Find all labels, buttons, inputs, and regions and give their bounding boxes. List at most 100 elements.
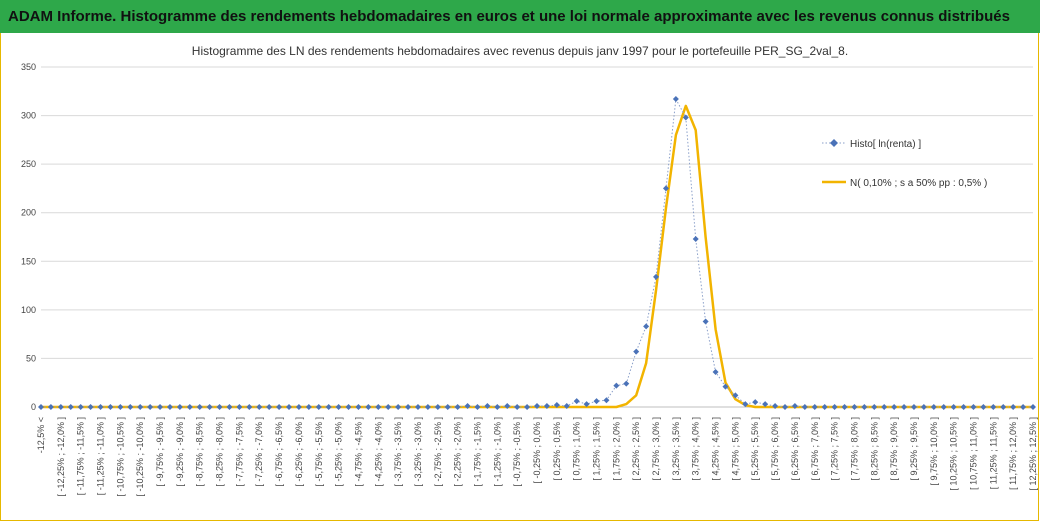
y-tick-label: 150 [21, 256, 36, 266]
x-tick-label: [ -2,25% ; -2,0% ] [453, 417, 463, 487]
histo-point [137, 404, 144, 410]
histo-point [424, 404, 431, 410]
histo-point [980, 404, 987, 410]
histo-point [484, 403, 491, 410]
histo-point [414, 404, 421, 410]
histo-point [395, 404, 402, 410]
x-tick-label: [ -6,75% ; -6,5% ] [274, 417, 284, 487]
histo-point [226, 404, 233, 410]
x-tick-label: [ 3,75% ; 4,0% ] [691, 417, 701, 481]
histo-point [791, 403, 798, 410]
x-tick-label: [ -10,75% ; -10,5% ] [115, 417, 125, 497]
histo-point [57, 404, 64, 410]
histo-point [345, 404, 352, 410]
histo-point [246, 404, 253, 410]
chart-title: Histogramme des LN des rendements hebdom… [191, 44, 849, 58]
x-tick-label: [ -8,25% ; -8,0% ] [215, 417, 225, 487]
histo-point [385, 404, 392, 410]
x-tick-label: [ -3,25% ; -3,0% ] [413, 417, 423, 487]
x-tick-label: [ -5,25% ; -5,0% ] [334, 417, 344, 487]
x-tick-label: [ 4,75% ; 5,0% ] [730, 417, 740, 481]
x-tick-label: [ -5,75% ; -5,5% ] [314, 417, 324, 487]
x-tick-label: [ 5,25% ; 5,5% ] [750, 417, 760, 481]
histo-point [355, 404, 362, 410]
histo-point [910, 404, 917, 410]
x-tick-label: [ 7,25% ; 7,5% ] [830, 417, 840, 481]
histo-point [901, 404, 908, 410]
histo-point [662, 185, 669, 192]
histo-point [444, 404, 451, 410]
x-tick-label: [ -0,25% ; 0,0% ] [532, 417, 542, 484]
histo-point [762, 401, 769, 408]
x-tick-label: [ 7,75% ; 8,0% ] [849, 417, 859, 481]
x-tick-label: [ 6,25% ; 6,5% ] [790, 417, 800, 481]
histo-point [950, 404, 957, 410]
histo-point [127, 404, 134, 410]
histo-point [553, 402, 560, 409]
y-tick-label: 100 [21, 305, 36, 315]
histo-point [682, 114, 689, 121]
histo-point [286, 404, 292, 410]
histo-point [335, 404, 342, 410]
x-tick-label: [ 0,25% ; 0,5% ] [552, 417, 562, 481]
histo-point [891, 404, 898, 410]
x-tick-label: [ 2,75% ; 3,0% ] [651, 417, 661, 481]
histo-point [87, 404, 94, 410]
x-tick-label: [ 0,75% ; 1,0% ] [572, 417, 582, 481]
histo-point [206, 404, 213, 410]
histo-point [77, 404, 84, 410]
x-tick-label: [ 1,25% ; 1,5% ] [592, 417, 602, 481]
x-tick-label: [ -10,25% ; -10,0% ] [135, 417, 145, 497]
histo-point [543, 403, 550, 410]
legend-histo-marker [830, 139, 838, 147]
histo-point [107, 404, 114, 410]
y-axis-ticks: 0 50 100 150 200 250 300 350 [21, 62, 36, 412]
x-tick-label: [ -7,75% ; -7,5% ] [234, 417, 244, 487]
x-tick-label: [ -1,25% ; -1,0% ] [492, 417, 502, 487]
histo-point [871, 404, 878, 410]
x-tick-label: [ 11,25% ; 11,5% ] [988, 417, 998, 489]
x-tick-label: [ 8,75% ; 9,0% ] [889, 417, 899, 481]
histo-point [623, 380, 630, 387]
x-tick-label: [ 10,75% ; 11,0% ] [968, 417, 978, 490]
histo-point [464, 403, 471, 410]
histo-point [276, 404, 283, 410]
histo-point [633, 348, 640, 355]
x-tick-label: [ -12,25% ; -12,0% ] [56, 417, 66, 497]
x-tick-label: [ -11,75% ; -11,5% ] [76, 417, 86, 495]
histo-dotted-line [41, 97, 1033, 408]
chart-frame [0, 33, 1039, 521]
histo-point [573, 398, 580, 405]
histo-point [593, 398, 600, 405]
x-tick-label: [ 1,75% ; 2,0% ] [611, 417, 621, 481]
x-tick-label: [ 12,25% ; 12,5% ] [1028, 417, 1038, 491]
histo-point [504, 403, 511, 410]
legend-normal-label: N( 0,10% ; s a 50% pp : 0,5% ) [850, 178, 987, 189]
histo-point [861, 404, 868, 410]
histo-point [930, 404, 937, 410]
page-header: ADAM Informe. Histogramme des rendements… [0, 0, 1040, 33]
histo-point [831, 404, 838, 410]
x-tick-label: [ -4,75% ; -4,5% ] [353, 417, 363, 487]
histo-point [1000, 404, 1007, 410]
x-tick-label: [ 5,75% ; 6,0% ] [770, 417, 780, 481]
x-tick-label: [ -7,25% ; -7,0% ] [254, 417, 264, 487]
histo-point [613, 382, 620, 389]
x-tick-label: [ 8,25% ; 8,5% ] [869, 417, 879, 481]
histo-point [375, 404, 382, 410]
histo-point [801, 404, 808, 410]
histo-point [405, 404, 412, 410]
histo-point [563, 403, 570, 410]
histo-point [1030, 404, 1036, 410]
histo-point [732, 392, 739, 399]
x-axis-labels: -12,5% < [ -12,25% ; -12,0% ] [ -11,75% ; … [36, 417, 1038, 497]
x-tick-label: [ -6,25% ; -6,0% ] [294, 417, 304, 487]
x-tick-label: -12,5% < [36, 417, 46, 453]
legend: Histo[ ln(renta) ] N( 0,10% ; s a 50% pp … [822, 139, 987, 189]
histo-point [295, 404, 302, 410]
histo-point [692, 235, 699, 242]
grid-lines [41, 66, 1033, 359]
histo-point [841, 404, 848, 410]
y-tick-label: 300 [21, 111, 36, 121]
